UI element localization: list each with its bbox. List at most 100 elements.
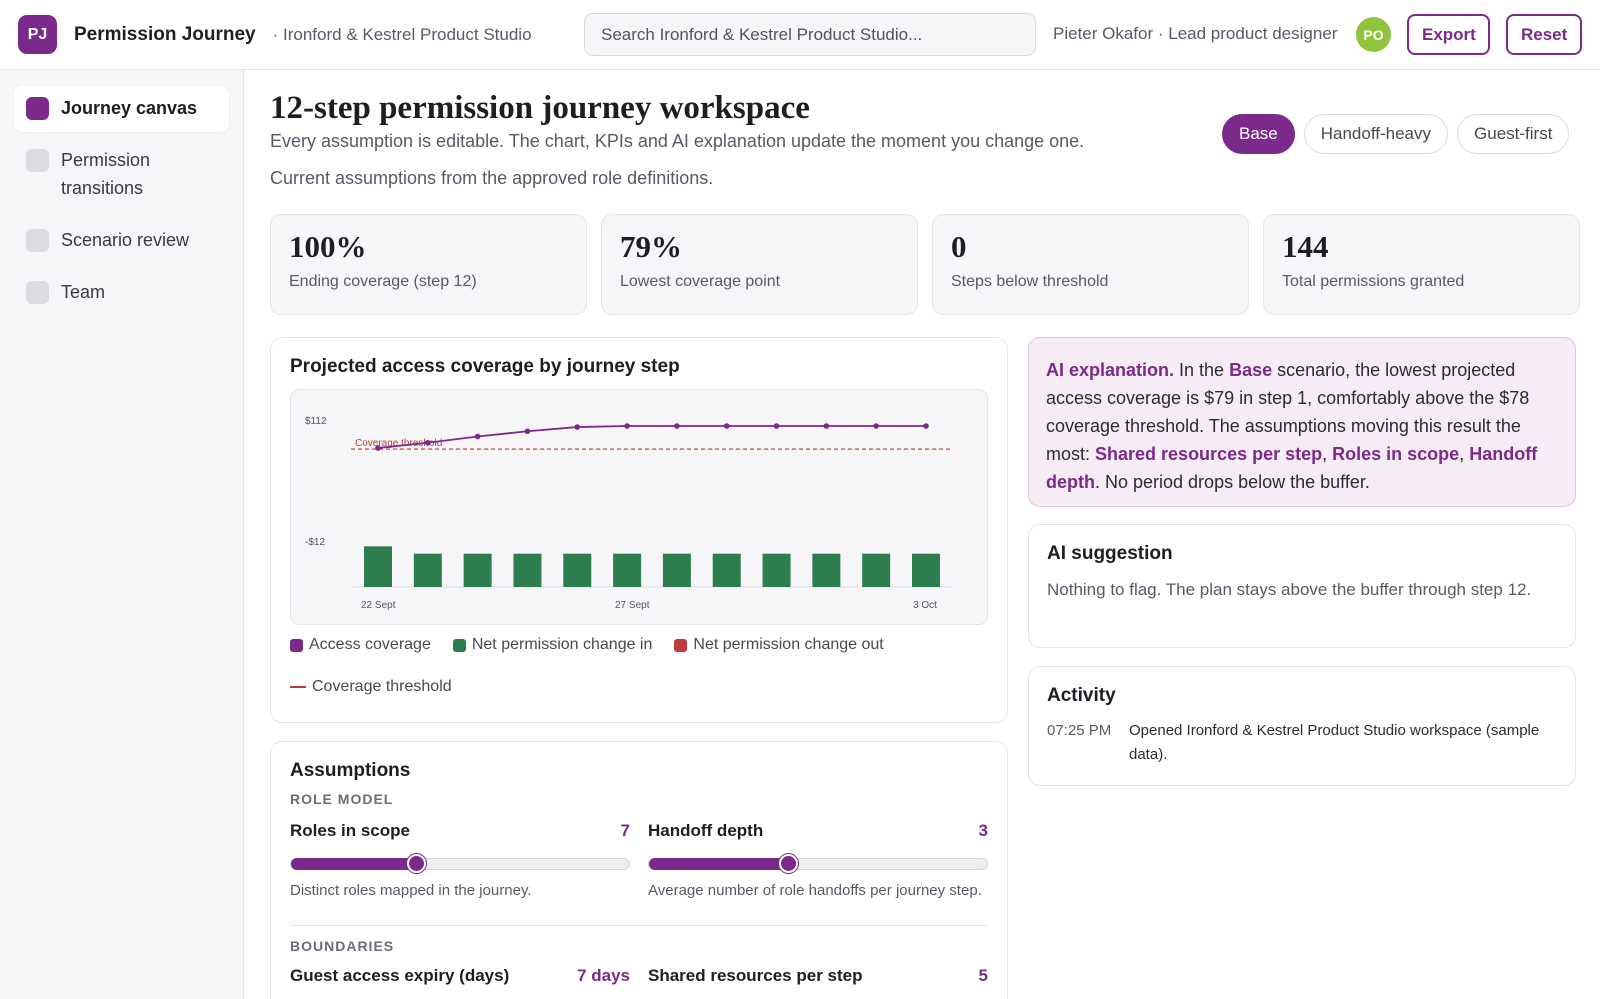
kpi-value: 79% (620, 229, 682, 264)
sidebar: Journey canvas Permission transitions Sc… (0, 70, 244, 999)
slider-handle[interactable] (407, 854, 427, 873)
bar-permission-in (812, 553, 841, 587)
ai-suggestion-title: AI suggestion (1047, 543, 1173, 564)
slider-row: Roles in scope 7 Distinct roles mapped i… (290, 821, 988, 899)
sidebar-item-scenario-review[interactable]: Scenario review (14, 218, 229, 264)
slider-label: Guest access expiry (days) (290, 966, 510, 985)
sidebar-item-permission-transitions[interactable]: Permission transitions (14, 138, 229, 212)
page-note: Current assumptions from the approved ro… (270, 168, 714, 188)
legend-label: Coverage threshold (312, 678, 452, 695)
scenario-guest-first[interactable]: Guest-first (1457, 114, 1570, 154)
bar-permission-in (762, 553, 791, 587)
page-subtitle: Every assumption is editable. The chart,… (270, 131, 1085, 151)
bar-permission-in (862, 553, 891, 587)
kpi-label: Lowest coverage point (620, 273, 781, 290)
coverage-chart: $112 -$12 22 Sept 27 Sept 3 Oct Coverage… (305, 416, 953, 611)
kpi-value: 144 (1282, 229, 1329, 264)
divider (290, 925, 988, 926)
sidebar-item-team[interactable]: Team (14, 270, 229, 316)
slider-handle[interactable] (778, 854, 798, 873)
kpi-label: Total permissions granted (1282, 273, 1465, 290)
nav-square-icon (26, 281, 49, 304)
coverage-point (674, 423, 680, 429)
coverage-point (723, 423, 730, 429)
coverage-point (574, 424, 581, 430)
legend-label: Access coverage (309, 636, 431, 653)
ai-factor[interactable]: Roles in scope (1332, 444, 1460, 464)
legend-swatch (674, 638, 688, 652)
ai-scenario: Base (1229, 360, 1273, 380)
legend-item[interactable]: Net permission change out (674, 636, 884, 654)
ai-text: , (1322, 444, 1333, 464)
ai-explanation-lead: AI explanation. (1046, 360, 1175, 380)
threshold-label: Coverage threshold (355, 438, 442, 449)
slider-help: Distinct roles mapped in the journey. (290, 882, 532, 899)
slider-fill (291, 858, 417, 870)
export-button[interactable]: Export (1407, 14, 1490, 55)
bar-permission-in (563, 553, 592, 587)
activity-time: 07:25 PM (1047, 722, 1112, 739)
slider-value: 7 (620, 821, 630, 840)
coverage-point (425, 439, 431, 446)
ai-suggestion-card: AI suggestion Nothing to flag. The plan … (1028, 524, 1576, 648)
assumptions-title: Assumptions (290, 760, 411, 781)
nav-square-icon (26, 229, 49, 252)
kpi-card: 0 Steps below threshold (932, 214, 1249, 315)
ai-text: scenario, the lowest projected access co… (1046, 360, 1530, 464)
y-tick-label: -$12 (305, 537, 325, 548)
legend-item[interactable]: Access coverage (290, 636, 431, 654)
legend-item[interactable]: Coverage threshold (290, 678, 452, 696)
kpi-row: 100% Ending coverage (step 12) 79% Lowes… (270, 214, 1580, 315)
bar-permission-in (413, 553, 442, 587)
bar-permission-in (463, 553, 492, 587)
legend-item[interactable]: Net permission change in (452, 636, 652, 654)
coverage-point (375, 445, 381, 451)
chart-area: $112 -$12 22 Sept 27 Sept 3 Oct Coverage… (290, 389, 988, 625)
bar-permission-in (912, 553, 940, 587)
slider-row: Guest access expiry (days) 7 days Shared… (290, 966, 988, 986)
sidebar-item-label: Permission transitions (61, 150, 151, 198)
kpi-value: 0 (951, 229, 967, 264)
shared-resources-slider: Shared resources per step 5 (648, 966, 988, 986)
top-bar: PJ Permission Journey · Ironford & Kestr… (0, 0, 1600, 70)
bar-permission-in (613, 553, 642, 587)
reset-button[interactable]: Reset (1506, 14, 1582, 55)
coverage-point (873, 423, 879, 429)
slider-label: Handoff depth (648, 821, 764, 840)
scenario-switcher: Base Handoff-heavy Guest-first (1222, 114, 1570, 154)
activity-title: Activity (1047, 685, 1116, 706)
scenario-handoff-heavy[interactable]: Handoff-heavy (1303, 114, 1449, 154)
coverage-point (524, 428, 531, 435)
chart-legend: Access coverage Net permission change in… (290, 636, 990, 696)
coverage-point (923, 423, 929, 429)
slider-label: Roles in scope (290, 821, 410, 840)
app-logo[interactable]: PJ (18, 15, 57, 54)
ai-suggestion-text: Nothing to flag. The plan stays above th… (1047, 580, 1532, 599)
search-input[interactable] (584, 13, 1036, 56)
slider-track[interactable] (290, 854, 630, 873)
slider-track[interactable] (648, 854, 988, 873)
ai-text: In the (1174, 360, 1230, 380)
workspace-name: · Ironford & Kestrel Product Studio (272, 24, 532, 44)
ai-factor[interactable]: Shared resources per step (1095, 444, 1323, 464)
guest-access-expiry-slider: Guest access expiry (days) 7 days (290, 966, 630, 986)
sidebar-item-journey-canvas[interactable]: Journey canvas (14, 86, 229, 132)
slider-value: 3 (978, 821, 988, 840)
main-content: 12-step permission journey workspace Eve… (244, 70, 1600, 999)
kpi-card: 79% Lowest coverage point (601, 214, 918, 315)
chart-title: Projected access coverage by journey ste… (290, 356, 680, 377)
kpi-value: 100% (289, 229, 367, 264)
ai-text: , (1459, 444, 1470, 464)
kpi-label: Steps below threshold (951, 273, 1109, 290)
slider-value: 5 (978, 966, 988, 985)
bar-permission-in (513, 553, 542, 587)
avatar[interactable]: PO (1356, 17, 1391, 52)
ai-explanation-card: AI explanation. In the Base scenario, th… (1028, 337, 1576, 507)
activity-card: Activity 07:25 PM Opened Ironford & Kest… (1028, 666, 1576, 786)
scenario-base[interactable]: Base (1222, 114, 1295, 154)
ai-factor[interactable]: Handoff depth (1046, 444, 1538, 492)
activity-item: 07:25 PM Opened Ironford & Kestrel Produ… (1047, 719, 1557, 767)
coverage-point (624, 423, 630, 429)
legend-line (290, 686, 306, 688)
group-label: BOUNDARIES (290, 938, 395, 954)
